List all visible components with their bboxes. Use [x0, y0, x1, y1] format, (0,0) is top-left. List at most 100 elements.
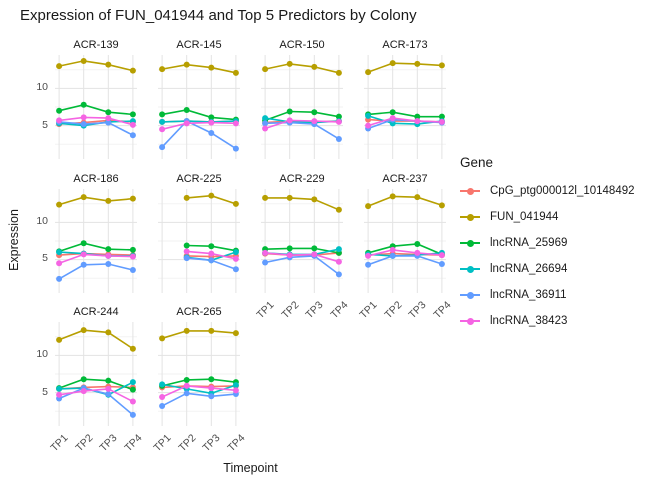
series-point — [56, 107, 63, 114]
series-point — [262, 120, 269, 127]
series-point — [389, 60, 396, 67]
facet-panel — [158, 55, 240, 159]
series-point — [80, 327, 87, 334]
series-point — [232, 330, 239, 337]
series-point — [262, 259, 269, 266]
series-line — [59, 121, 134, 136]
series-point — [129, 253, 136, 260]
legend-item: lncRNA_36911 — [460, 282, 672, 308]
series-line — [367, 242, 443, 255]
series-point — [80, 101, 87, 108]
series-line — [367, 195, 443, 207]
series-point — [183, 194, 190, 201]
chart-title: Expression of FUN_041944 and Top 5 Predi… — [20, 7, 417, 24]
series-point — [129, 266, 136, 273]
series-point — [311, 195, 318, 202]
series-line — [161, 120, 237, 150]
series-point — [159, 66, 166, 73]
series-point — [335, 258, 342, 265]
series-point — [389, 252, 396, 259]
series-point — [105, 109, 112, 116]
series-point — [105, 329, 112, 336]
series-point — [183, 106, 190, 113]
series-point — [389, 192, 396, 199]
series-point — [183, 376, 190, 383]
series-point — [365, 252, 372, 259]
series-point — [129, 379, 136, 386]
facet-label: ACR-145 — [176, 39, 222, 51]
series-point — [105, 391, 112, 398]
series-line — [58, 60, 134, 72]
legend-key-line — [460, 317, 480, 325]
series-point — [232, 255, 239, 262]
series-point — [286, 251, 293, 258]
series-line — [264, 254, 340, 275]
series-line — [161, 63, 237, 74]
series-line — [58, 262, 134, 280]
series-point — [105, 252, 112, 259]
series-point — [105, 385, 112, 392]
series-line — [265, 196, 340, 211]
y-tick-label: 10 — [36, 81, 48, 94]
facet-panel — [364, 55, 446, 159]
series-point — [129, 121, 136, 128]
legend-key-dot — [466, 291, 474, 299]
legend-label: lncRNA_26694 — [490, 263, 568, 275]
series-line — [161, 121, 236, 131]
series-point — [80, 121, 87, 128]
series-point — [262, 115, 269, 122]
series-line — [58, 241, 133, 252]
facet-label: ACR-265 — [176, 306, 222, 318]
series-point — [159, 144, 166, 151]
series-point — [389, 246, 396, 253]
legend-title: Gene — [460, 155, 494, 170]
series-point — [80, 250, 87, 257]
series-line — [264, 63, 340, 74]
legend-item: CpG_ptg000012l_10148492 — [460, 178, 672, 204]
series-point — [208, 130, 215, 136]
legend-item: FUN_041944 — [460, 204, 672, 230]
series-point — [389, 115, 396, 122]
series-line — [265, 121, 340, 140]
series-point — [183, 61, 190, 68]
facet-panel — [55, 322, 137, 426]
legend-key-dot — [466, 317, 474, 325]
series-point — [438, 113, 445, 120]
legend-key-line — [460, 239, 480, 247]
x-axis-title: Timepoint — [223, 461, 278, 475]
series-point — [208, 376, 215, 383]
series-line — [161, 385, 236, 398]
series-point — [208, 250, 215, 257]
series-point — [80, 261, 87, 268]
series-point — [438, 251, 445, 258]
series-point — [414, 60, 421, 67]
series-point — [414, 249, 421, 256]
series-point — [335, 206, 342, 213]
series-line — [58, 329, 134, 350]
series-line — [367, 62, 442, 73]
series-point — [183, 254, 190, 261]
facet-panel — [261, 55, 343, 159]
series-point — [335, 113, 342, 120]
series-point — [414, 240, 421, 247]
series-line — [58, 378, 134, 391]
facet-panel — [261, 188, 343, 293]
series-point — [208, 256, 215, 263]
series-point — [438, 118, 445, 125]
series-point — [335, 69, 342, 76]
series-point — [365, 122, 372, 129]
series-line — [265, 247, 340, 254]
series-point — [105, 245, 112, 252]
series-point — [183, 247, 190, 254]
legend-key-dot — [466, 213, 474, 221]
series-point — [183, 241, 190, 248]
legend-label: FUN_041944 — [490, 211, 559, 223]
series-point — [80, 239, 87, 246]
series-point — [286, 60, 293, 67]
facet-panel — [55, 188, 137, 293]
series-point — [232, 200, 239, 207]
series-point — [56, 63, 63, 70]
legend-key-line — [460, 187, 480, 195]
series-point — [159, 381, 166, 388]
series-point — [129, 132, 136, 139]
